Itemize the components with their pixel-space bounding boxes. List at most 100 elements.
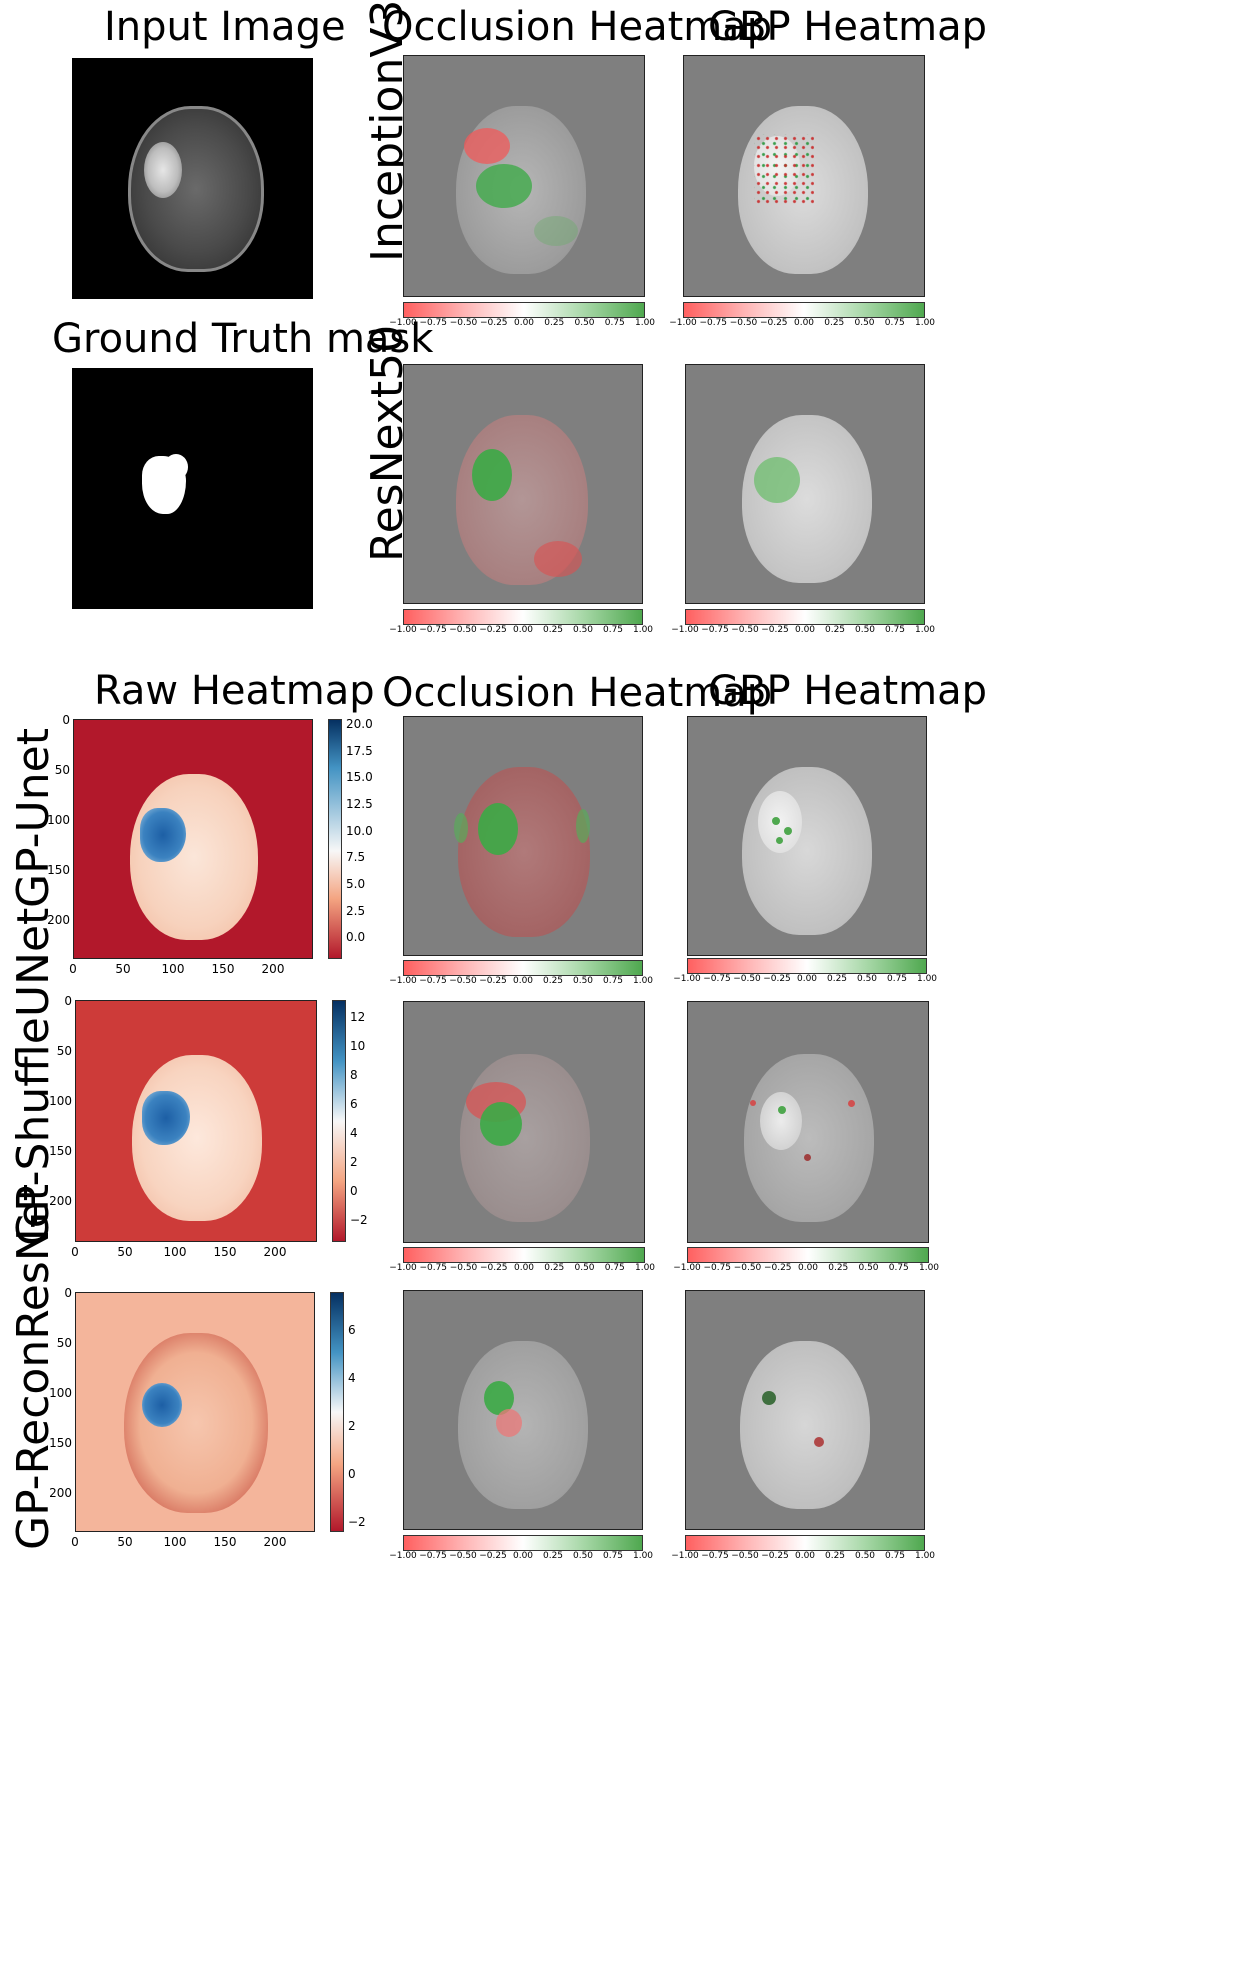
colorbar-tick-label: −1.00	[389, 1263, 417, 1273]
inceptionv3-gbp-colorbar	[683, 302, 925, 318]
colorbar-tick-label: 0.50	[854, 318, 875, 328]
colorbar-tick-label: 1.00	[916, 974, 938, 984]
x-axis-tick-label: 50	[117, 1245, 133, 1259]
colorbar-tick-label: −1.00	[673, 1263, 701, 1273]
x-axis-tick-label: 200	[263, 1535, 287, 1549]
colorbar-tick-label: −0.50	[449, 1551, 477, 1561]
colorbar-tick-label: 0.75	[602, 1551, 624, 1561]
x-axis-tick-label: 100	[163, 1535, 187, 1549]
colorbar-tick-label: 0.25	[544, 318, 565, 328]
colorbar-tick-label: −0.25	[479, 976, 507, 986]
gp-shuffleunet-occlusion-heatmap	[403, 1001, 645, 1243]
colorbar-tick-label: 0.50	[856, 974, 878, 984]
colorbar-tick-label: −0.50	[729, 318, 758, 328]
gp-reconresnet-raw-colorbar	[330, 1292, 344, 1532]
colorbar-tick-label: 0.00	[512, 976, 534, 986]
colorbar-tick-label: 0.25	[542, 976, 564, 986]
colorbar-tick-label: −1.00	[671, 625, 699, 635]
colorbar-tick-label: 0.75	[884, 625, 906, 635]
y-axis-tick-label: 0	[62, 713, 70, 727]
colorbar-tick-label: −1.00	[671, 1551, 699, 1561]
raw-colorbar-tick-label: 20.0	[346, 716, 373, 731]
y-axis-tick-label: 150	[49, 1144, 72, 1158]
colorbar-tick-label: −1.00	[389, 625, 417, 635]
title-occlusion-heatmap-bottom: Occlusion Heatmap	[382, 670, 773, 716]
colorbar-tick-label: 0.50	[572, 625, 594, 635]
y-axis-tick-label: 200	[49, 1486, 72, 1500]
colorbar-tick-label: −0.50	[733, 1263, 762, 1273]
raw-colorbar-tick-label: 10.0	[346, 823, 373, 838]
gp-unet-occlusion-heatmap	[403, 716, 643, 956]
title-raw-heatmap: Raw Heatmap	[94, 668, 375, 714]
colorbar-tick-label: −0.50	[733, 974, 761, 984]
x-axis-tick-label: 0	[71, 1535, 79, 1549]
gp-reconresnet-raw-heatmap	[75, 1292, 315, 1532]
colorbar-tick-label: 0.00	[512, 625, 534, 635]
y-axis-tick-label: 0	[64, 994, 72, 1008]
colorbar-tick-label: −0.75	[419, 1263, 448, 1273]
x-axis-tick-label: 50	[115, 962, 131, 976]
colorbar-tick-label: −0.75	[419, 318, 448, 328]
resnext50-gbp-colorbar	[685, 609, 925, 625]
gp-reconresnet-gbp-colorbar	[685, 1535, 925, 1551]
colorbar-tick-label: 0.75	[604, 318, 625, 328]
gp-unet-gbp-colorbar	[687, 958, 927, 974]
raw-colorbar-tick-label: 2	[348, 1419, 356, 1434]
x-axis-tick-label: 150	[211, 962, 235, 976]
x-axis-tick-label: 100	[161, 962, 185, 976]
x-axis-tick-label: 200	[263, 1245, 287, 1259]
y-axis-tick-label: 150	[47, 863, 70, 877]
colorbar-tick-label: −0.25	[763, 974, 791, 984]
colorbar-tick-label: 1.00	[914, 318, 936, 328]
title-ground-truth-mask: Ground Truth mask	[52, 316, 434, 362]
colorbar-tick-label: −0.75	[699, 318, 728, 328]
colorbar-tick-label: 1.00	[914, 1551, 936, 1561]
colorbar-tick-label: 1.00	[632, 625, 654, 635]
raw-colorbar-tick-label: 2.5	[346, 903, 366, 918]
x-axis-tick-label: 100	[163, 1245, 187, 1259]
colorbar-tick-label: 1.00	[632, 976, 654, 986]
colorbar-tick-label: −0.75	[419, 625, 447, 635]
ground-truth-mask-image	[72, 368, 313, 609]
colorbar-tick-label: 0.00	[794, 625, 816, 635]
colorbar-tick-label: 0.00	[513, 1263, 535, 1273]
gp-shuffleunet-occlusion-colorbar	[403, 1247, 645, 1263]
gp-unet-raw-colorbar-ticks: 20.0 17.5 15.0 12.5 10.0 7.5 5.0 2.5 0.0	[346, 716, 386, 959]
colorbar-tick-label: −0.75	[701, 625, 729, 635]
y-axis-tick-label: 200	[49, 1194, 72, 1208]
colorbar-tick-label: 0.50	[572, 1551, 594, 1561]
x-axis-tick-label: 50	[117, 1535, 133, 1549]
raw-colorbar-tick-label: 2	[350, 1155, 358, 1170]
colorbar-tick-label: −0.25	[479, 318, 508, 328]
input-mri-image	[72, 58, 313, 299]
colorbar-tick-label: −0.25	[759, 318, 788, 328]
inceptionv3-occlusion-colorbar	[403, 302, 645, 318]
colorbar-tick-label: 1.00	[634, 318, 656, 328]
gp-reconresnet-occlusion-heatmap	[403, 1290, 643, 1530]
colorbar-tick-label: 0.50	[854, 1551, 876, 1561]
colorbar-tick-label: −0.50	[731, 1551, 759, 1561]
colorbar-tick-label: 0.75	[888, 1263, 909, 1273]
x-axis-tick-label: 0	[71, 1245, 79, 1259]
colorbar-tick-label: −1.00	[389, 1551, 417, 1561]
gp-unet-raw-heatmap	[73, 719, 313, 959]
colorbar-tick-label: −0.75	[419, 1551, 447, 1561]
inceptionv3-occlusion-heatmap	[403, 55, 645, 297]
colorbar-tick-label: −0.50	[449, 1263, 478, 1273]
x-axis-tick-label: 0	[69, 962, 77, 976]
gp-unet-raw-colorbar	[328, 719, 342, 959]
raw-colorbar-tick-label: 15.0	[346, 770, 373, 785]
title-occlusion-heatmap: Occlusion Heatmap	[382, 4, 773, 50]
resnext50-occlusion-colorbar	[403, 609, 643, 625]
raw-colorbar-tick-label: −2	[348, 1515, 366, 1530]
raw-colorbar-tick-label: 4	[350, 1126, 358, 1141]
colorbar-tick-label: −0.25	[761, 625, 789, 635]
colorbar-tick-label: −0.75	[703, 974, 731, 984]
colorbar-tick-label: 0.00	[794, 1551, 816, 1561]
colorbar-tick-label: 0.50	[854, 625, 876, 635]
colorbar-tick-label: 0.00	[513, 318, 535, 328]
colorbar-tick-label: −0.75	[419, 976, 447, 986]
colorbar-tick-label: 0.50	[574, 1263, 595, 1273]
colorbar-tick-label: 0.25	[824, 625, 846, 635]
gp-unet-occlusion-colorbar	[403, 960, 643, 976]
